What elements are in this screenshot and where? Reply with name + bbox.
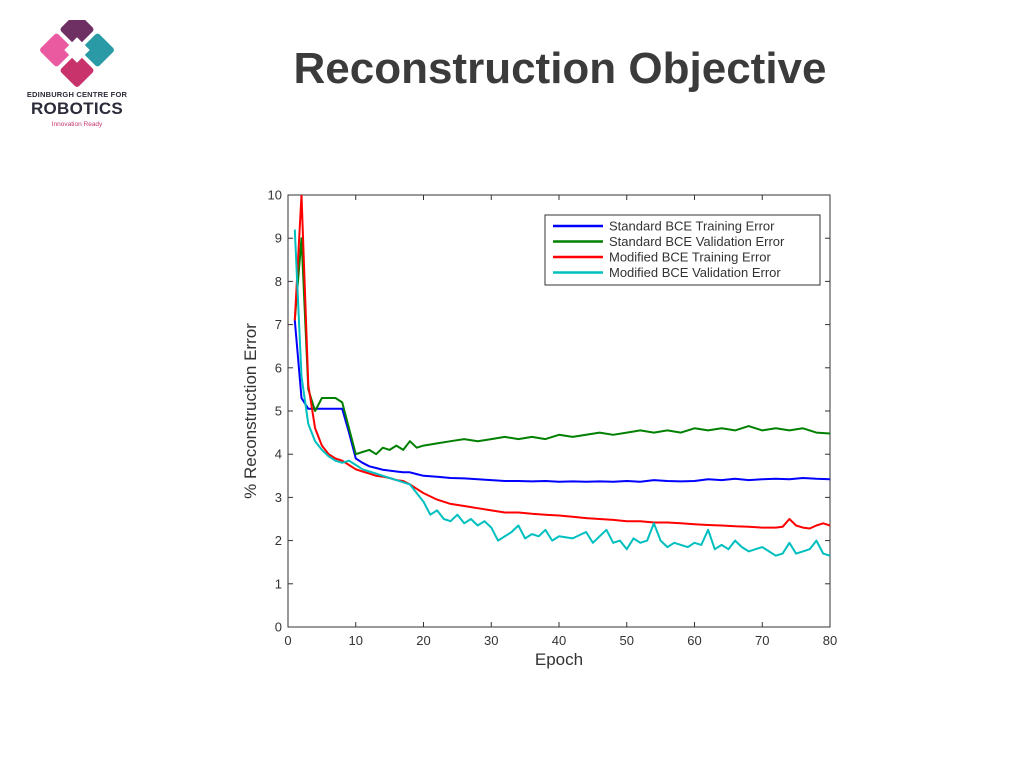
y-tick-label: 8	[275, 274, 282, 289]
series-line-3	[293, 195, 830, 530]
y-tick-label: 1	[275, 576, 282, 591]
logo-center-cutout	[64, 37, 90, 63]
x-tick-label: 30	[484, 633, 498, 648]
axis-ticks	[287, 194, 831, 628]
centre-logo: EDINBURGH CENTRE FOR ROBOTICS Innovation…	[22, 13, 132, 132]
x-tick-label: 0	[284, 633, 291, 648]
legend-entry: Modified BCE Training Error	[609, 250, 772, 265]
series-line-2	[293, 237, 830, 456]
y-tick-label: 10	[268, 188, 282, 203]
x-tick-label: 50	[620, 633, 634, 648]
x-tick-label: 60	[687, 633, 701, 648]
series-line-1	[293, 320, 830, 483]
y-tick-label: 9	[275, 231, 282, 246]
series-line-4	[293, 229, 830, 557]
reconstruction-error-chart: 0 10 20 30 40 50 60 70 80 0 1 2 3 4 5 6 7 8 9 10 Epoch % Re…	[241, 188, 838, 670]
x-axis-label: Epoch	[535, 650, 583, 669]
y-tick-label: 2	[275, 533, 282, 548]
legend-entry: Modified BCE Validation Error	[609, 265, 781, 280]
logo-org-line2: ROBOTICS	[30, 99, 124, 118]
legend-entry: Standard BCE Validation Error	[609, 234, 785, 249]
y-tick-label: 4	[275, 447, 282, 462]
legend-entry: Standard BCE Training Error	[609, 219, 775, 234]
logo-tile-magenta	[60, 54, 94, 87]
x-tick-label: 80	[823, 633, 837, 648]
x-tick-label: 20	[416, 633, 430, 648]
logo-org-line1: EDINBURGH CENTRE FOR	[26, 90, 128, 99]
logo-tagline: Innovation Ready	[51, 121, 103, 128]
x-tick-label: 10	[349, 633, 363, 648]
x-tick-label: 70	[755, 633, 769, 648]
logo-tile-teal	[81, 33, 114, 67]
slide-title: Reconstruction Objective	[293, 44, 827, 93]
axis-tick-labels: 0 10 20 30 40 50 60 70 80 0 1 2 3 4 5 6 7 8 9 10	[268, 188, 838, 649]
logo-diamond-icon	[40, 13, 114, 87]
logo-tile-plum	[60, 13, 94, 46]
logo-tile-pink	[40, 33, 73, 67]
y-tick-label: 0	[275, 620, 282, 635]
series-lines	[293, 195, 830, 557]
y-tick-label: 3	[275, 490, 282, 505]
y-tick-label: 6	[275, 360, 282, 375]
x-tick-label: 40	[552, 633, 566, 648]
y-axis-label: % Reconstruction Error	[241, 323, 260, 499]
y-tick-label: 5	[275, 404, 282, 419]
y-tick-label: 7	[275, 317, 282, 332]
